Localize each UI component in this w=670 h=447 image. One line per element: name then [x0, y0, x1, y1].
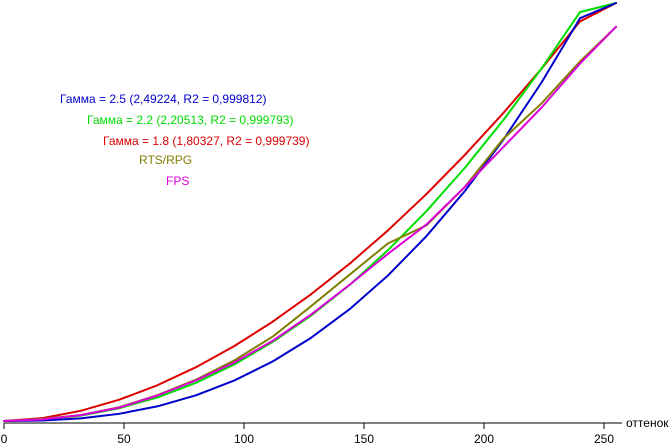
- x-axis-title: оттенок: [626, 416, 669, 430]
- x-tick-label: 100: [234, 432, 254, 446]
- legend-entry-4: FPS: [166, 174, 189, 188]
- x-tick-label: 250: [594, 432, 614, 446]
- x-tick-layer: 0 50 100 150 200 250: [1, 423, 614, 446]
- series-line-1: [3, 2, 617, 422]
- x-tick-label: 0: [1, 432, 8, 446]
- series-layer: [3, 2, 617, 422]
- legend-entry-3: RTS/RPG: [139, 153, 192, 167]
- series-line-0: [3, 2, 617, 422]
- x-tick-label: 150: [354, 432, 374, 446]
- legend: Гамма = 2.5 (2,49224, R2 = 0,999812) Гамм…: [60, 92, 309, 188]
- series-line-4: [3, 25, 617, 422]
- legend-entry-0: Гамма = 2.5 (2,49224, R2 = 0,999812): [60, 92, 266, 106]
- legend-entry-2: Гамма = 1.8 (1,80327, R2 = 0,999739): [103, 134, 309, 148]
- x-tick-label: 50: [117, 432, 131, 446]
- series-line-3: [3, 25, 617, 422]
- legend-entry-1: Гамма = 2.2 (2,20513, R2 = 0,999793): [87, 113, 293, 127]
- series-line-2: [3, 2, 617, 422]
- x-tick-label: 200: [474, 432, 494, 446]
